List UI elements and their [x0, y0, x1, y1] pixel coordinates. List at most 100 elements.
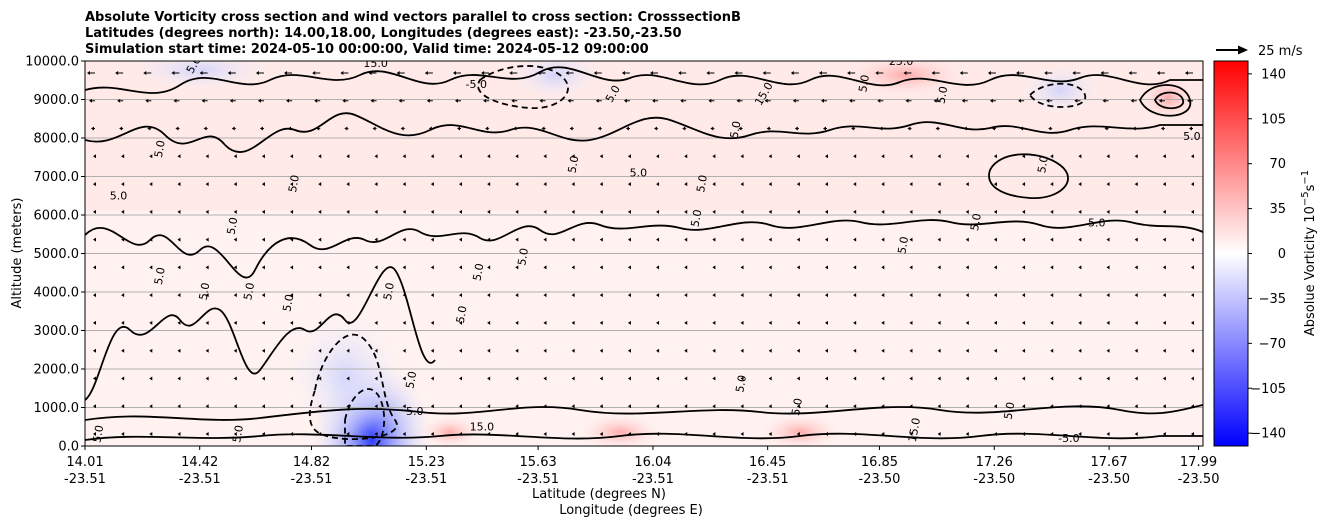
wind-vector: [935, 126, 939, 131]
wind-vector: [430, 182, 434, 187]
wind-vector: [740, 154, 744, 159]
wind-vector: [259, 126, 263, 131]
colorbar-gradient: [1213, 60, 1249, 447]
wind-vector: [825, 182, 828, 187]
wind-vector: [487, 404, 491, 409]
wind-vector: [177, 209, 181, 214]
wind-vector: [909, 265, 913, 270]
wind-vector: [227, 71, 231, 75]
wind-vector: [459, 154, 462, 159]
wind-vector: [233, 348, 237, 353]
wind-vector: [762, 71, 766, 75]
wind-vector: [121, 209, 125, 214]
x-tick-lat: 17.67: [1090, 455, 1127, 470]
wind-vector: [965, 265, 969, 270]
wind-vector: [909, 348, 913, 353]
wind-vector: [599, 209, 603, 214]
wind-vector: [121, 265, 125, 270]
wind-vector: [374, 404, 378, 409]
chart-title: Absolute Vorticity cross section and win…: [85, 10, 741, 57]
contour-label: 5.0: [90, 424, 106, 443]
wind-vector: [430, 237, 434, 242]
y-tick-label: 2000.0: [34, 363, 80, 378]
wind-vector: [1162, 209, 1166, 214]
wind-vector: [792, 98, 796, 103]
contour-line-surface: [85, 404, 1203, 421]
wind-vector: [483, 98, 487, 103]
wind-vector: [740, 432, 744, 436]
wind-vector: [121, 432, 125, 436]
wind-vector: [1078, 182, 1082, 187]
x-tick-lat: 17.26: [976, 455, 1013, 470]
wind-vector: [171, 71, 175, 75]
wind-vector: [1022, 404, 1026, 409]
wind-vector: [1050, 154, 1054, 159]
wind-vector: [965, 432, 969, 436]
wind-vector: [853, 265, 857, 270]
contour-label: 5.0: [1183, 130, 1201, 143]
contour-label: 5.0: [230, 424, 246, 443]
wind-vector: [965, 404, 969, 409]
wind-vector: [115, 71, 119, 75]
wind-vector: [993, 209, 997, 214]
wind-vector: [515, 265, 519, 270]
wind-vector: [487, 293, 491, 298]
x-axis-label: Latitude (degrees N): [532, 487, 666, 502]
plot-area: 5.0 -5.0 15.0 5.0 5.0 5.0 5.0 5.0 5.0 5.0 5.0 5.0 5.…: [85, 61, 1203, 446]
wind-vector: [402, 209, 406, 214]
wind-vector: [796, 376, 800, 381]
wind-vector: [565, 71, 569, 75]
wind-vector: [121, 320, 125, 325]
wind-vector: [1050, 293, 1054, 298]
wind-vector: [453, 71, 456, 75]
wind-vector: [599, 237, 603, 242]
wind-vector: [1162, 237, 1166, 242]
y-tick-label: 9000.0: [34, 93, 80, 108]
wind-vector: [965, 348, 969, 353]
y-tick-label: 1000.0: [34, 401, 80, 416]
y-tick-label: 4000.0: [34, 286, 80, 301]
wind-vector: [487, 320, 491, 325]
wind-vector: [205, 154, 209, 159]
colorbar-tick-label: −105: [1250, 382, 1286, 397]
wind-vector: [684, 265, 688, 270]
wind-vector: [93, 432, 96, 436]
wind-vector: [290, 376, 294, 381]
wind-vector: [1134, 376, 1138, 381]
upper-positive-core: [1140, 76, 1196, 120]
wind-vector: [796, 209, 800, 214]
wind-vector: [1106, 154, 1110, 159]
wind-vector: [430, 154, 434, 159]
wind-vector: [430, 376, 434, 381]
wind-vector: [1158, 98, 1162, 103]
contour-label: 15.0: [470, 421, 495, 434]
wind-vector: [93, 265, 96, 270]
wind-vector: [233, 376, 237, 381]
wind-vector: [1134, 265, 1138, 270]
wind-vector: [402, 265, 406, 270]
wind-vector: [87, 71, 90, 75]
wind-vector: [1078, 348, 1082, 353]
wind-vector: [1102, 98, 1106, 103]
wind-vector: [119, 126, 123, 131]
y-axis-label: Altitude (meters): [10, 198, 25, 309]
wind-vector: [627, 265, 631, 270]
negative-contour-top-1: [477, 65, 569, 109]
x-tick-lat: 16.85: [861, 455, 898, 470]
wind-vector: [819, 71, 822, 75]
wind-vector: [1191, 432, 1194, 436]
wind-vector: [712, 182, 716, 187]
wind-vector: [937, 432, 941, 436]
wind-vector: [149, 432, 153, 436]
wind-vector: [853, 154, 857, 159]
wind-vector: [1050, 209, 1054, 214]
wind-vector: [796, 320, 800, 325]
wind-vector: [965, 237, 969, 242]
wind-vector: [937, 320, 941, 325]
wind-vector: [203, 126, 207, 131]
wind-vector: [1191, 293, 1194, 298]
wind-vector: [684, 348, 688, 353]
wind-vector: [485, 126, 489, 131]
y-tick-label: 8000.0: [34, 132, 80, 147]
x-tick-lon: -23.51: [747, 472, 789, 487]
